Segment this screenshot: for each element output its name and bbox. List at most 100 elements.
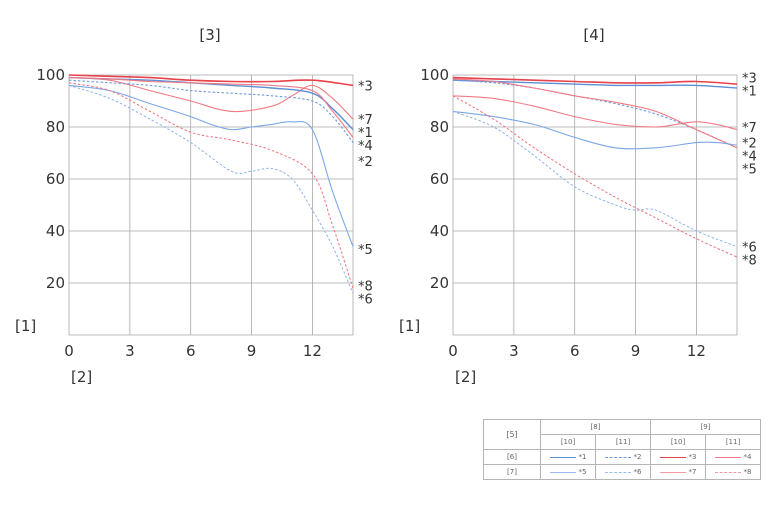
chart-title: [4] <box>583 26 604 44</box>
legend-cell: *3 <box>650 449 706 465</box>
legend-cell: *4 <box>705 449 761 465</box>
series-line-star7 <box>68 77 354 120</box>
legend-cell: *1 <box>540 449 596 465</box>
series-line-star2 <box>452 79 738 149</box>
y-tick-label: 100 <box>36 66 65 84</box>
legend-swatch: *6 <box>596 468 650 476</box>
x-tick-label: 12 <box>303 342 322 360</box>
legend-cell: *5 <box>540 464 596 480</box>
series-line-star7 <box>452 95 738 131</box>
legend-cell: *6 <box>595 464 651 480</box>
series-end-label: *5 <box>742 163 757 178</box>
series-line-star2 <box>68 79 354 143</box>
series-line-star6 <box>68 84 354 294</box>
y-axis-label: [1] <box>15 317 36 335</box>
series-end-label: *3 <box>742 72 757 87</box>
x-tick-label: 3 <box>509 342 519 360</box>
series-end-label: *1 <box>358 126 373 141</box>
legend-cell: *8 <box>705 464 761 480</box>
y-tick-label: 100 <box>420 66 449 84</box>
series-end-label: *5 <box>358 243 373 258</box>
legend-sub-b2: [11] <box>705 434 761 450</box>
series-line-star8 <box>452 95 738 258</box>
x-tick-label: 0 <box>448 342 458 360</box>
legend-line-sample <box>659 471 686 473</box>
series-end-label: *6 <box>358 293 373 308</box>
legend-line-sample <box>604 471 631 473</box>
series-end-label: *8 <box>358 280 373 295</box>
legend-line-sample <box>604 456 631 458</box>
legend-label: *1 <box>578 453 587 461</box>
series-line-star6 <box>452 110 738 248</box>
series-end-label: *4 <box>742 150 757 165</box>
legend-swatch: *3 <box>651 453 705 461</box>
series-line-star4 <box>68 77 354 138</box>
series-line-star5 <box>452 110 738 150</box>
x-tick-label: 9 <box>247 342 257 360</box>
series-end-label: *7 <box>742 121 757 136</box>
legend-line-sample <box>714 471 741 473</box>
legend-label: *3 <box>688 453 697 461</box>
legend-row-2: [7] <box>483 464 541 480</box>
legend-group-b: [9] <box>650 419 761 435</box>
x-axis-label: [2] <box>455 368 476 386</box>
y-tick-label: 20 <box>46 274 65 292</box>
x-tick-label: 9 <box>631 342 641 360</box>
legend-label: *5 <box>578 468 587 476</box>
legend-corner: [5] <box>483 419 541 450</box>
series-end-label: *8 <box>742 254 757 269</box>
series-end-label: *2 <box>742 137 757 152</box>
x-axis-label: [2] <box>71 368 92 386</box>
series-line-star4 <box>452 78 738 149</box>
legend-swatch: *5 <box>541 468 595 476</box>
legend-group-a: [8] <box>540 419 651 435</box>
legend-swatch: *7 <box>651 468 705 476</box>
legend-line-sample <box>549 471 576 473</box>
x-tick-label: 12 <box>687 342 706 360</box>
y-tick-label: 80 <box>46 118 65 136</box>
y-axis-label: [1] <box>399 317 420 335</box>
y-tick-label: 60 <box>46 170 65 188</box>
legend-cell: *2 <box>595 449 651 465</box>
y-tick-label: 40 <box>46 222 65 240</box>
y-tick-label: 80 <box>430 118 449 136</box>
x-tick-label: 0 <box>64 342 74 360</box>
y-tick-label: 20 <box>430 274 449 292</box>
series-line-star8 <box>68 82 354 289</box>
legend-sub-a2: [11] <box>595 434 651 450</box>
y-tick-label: 60 <box>430 170 449 188</box>
series-end-label: *2 <box>358 155 373 170</box>
series-end-label: *6 <box>742 241 757 256</box>
series-end-label: *7 <box>358 113 373 128</box>
legend-swatch: *4 <box>706 453 760 461</box>
legend-line-sample <box>659 456 686 458</box>
series-end-label: *3 <box>358 79 373 94</box>
x-tick-label: 6 <box>570 342 580 360</box>
left-chart: 0 3 6 9 12 20 40 60 80 100 [3] [1] [2] *3 *7*1*4*2 *5 *8… <box>15 26 373 386</box>
y-tick-label: 40 <box>430 222 449 240</box>
legend-sub-b1: [10] <box>650 434 706 450</box>
series-end-label: *4 <box>358 139 373 154</box>
legend-label: *2 <box>633 453 642 461</box>
legend-label: *7 <box>688 468 697 476</box>
series-line-star5 <box>68 84 354 247</box>
x-tick-label: 3 <box>125 342 135 360</box>
legend-cell: *7 <box>650 464 706 480</box>
series-line-star3 <box>68 74 354 87</box>
series-end-label: *1 <box>742 85 757 100</box>
legend-line-sample <box>549 456 576 458</box>
legend-swatch: *2 <box>596 453 650 461</box>
chart-title: [3] <box>199 26 220 44</box>
legend-label: *8 <box>743 468 752 476</box>
legend-label: *4 <box>743 453 752 461</box>
series-line-star3 <box>452 76 738 85</box>
legend-line-sample <box>714 456 741 458</box>
right-chart: 0 3 6 9 12 20 40 60 80 100 [4] [1] [2] *3*1 *7*2*4*5 *6… <box>399 26 757 386</box>
legend-label: *6 <box>633 468 642 476</box>
legend-sub-a1: [10] <box>540 434 596 450</box>
legend-row-1: [6] <box>483 449 541 465</box>
legend-swatch: *8 <box>706 468 760 476</box>
legend-swatch: *1 <box>541 453 595 461</box>
legend-table: [5] [8] [9] [10] [11] [10] [11] [6] *1 *… <box>483 419 761 480</box>
